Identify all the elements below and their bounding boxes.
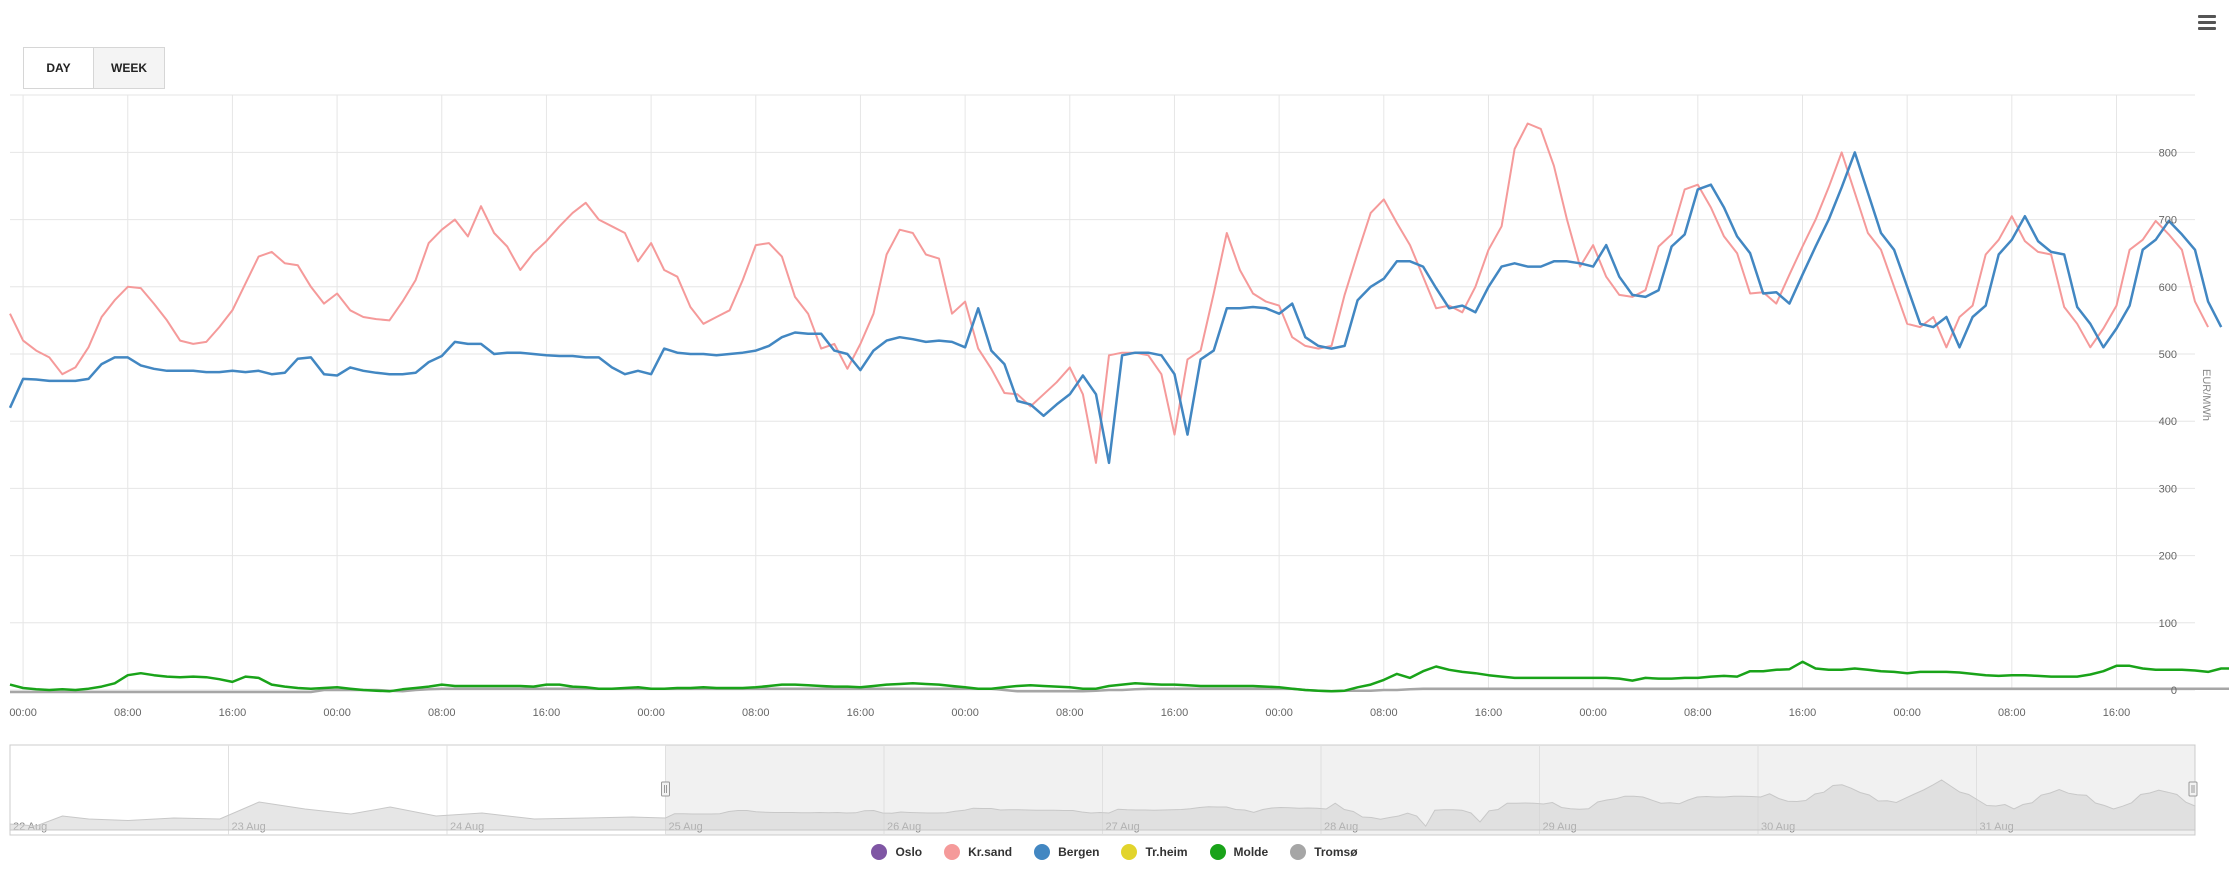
y-axis-label: EUR/MWh [2200, 369, 2212, 421]
x-tick-label: 16:00 [533, 707, 561, 719]
menu-bar [2198, 20, 2216, 24]
x-tick-label: 00:00 [323, 707, 351, 719]
x-tick-label: 00:00 [1265, 707, 1293, 719]
legend-swatch [1034, 844, 1051, 860]
legend-swatch [944, 844, 961, 860]
x-tick-label: 08:00 [1684, 707, 1712, 719]
navigator-series-area [9, 779, 2196, 831]
day-button[interactable]: DAY [23, 47, 94, 89]
y-axis: 0 100 200 300 400 500 600 700 800 [2159, 147, 2177, 697]
menu-bar [2198, 26, 2216, 30]
series-line-krsand [9, 122, 2209, 464]
range-selector: DAY WEEK [23, 47, 165, 89]
x-tick-label: 00:00 [1579, 707, 1607, 719]
legend-swatch [1121, 844, 1138, 860]
navigator-left-handle[interactable] [661, 781, 670, 797]
series-line-bergen [8, 151, 2223, 465]
legend-item-molde[interactable]: Molde [1209, 844, 1269, 860]
x-tick-label: 08:00 [742, 707, 770, 719]
chart-legend: Oslo Kr.sand Bergen Tr.heim Molde Tromsø [0, 844, 2229, 860]
x-tick-label: 08:00 [428, 707, 456, 719]
y-tick-label: 100 [2159, 618, 2177, 630]
legend-item-troms[interactable]: Tromsø [1290, 844, 1358, 860]
week-button[interactable]: WEEK [94, 47, 165, 89]
x-tick-label: 08:00 [1998, 707, 2026, 719]
legend-swatch [1209, 844, 1226, 860]
x-tick-label: 16:00 [219, 707, 247, 719]
chart-grid [10, 94, 2195, 691]
legend-label: Tr.heim [1145, 845, 1188, 859]
navigator-right-handle[interactable] [2188, 781, 2198, 797]
x-tick-label: 16:00 [1789, 707, 1817, 719]
y-tick-label: 400 [2159, 416, 2177, 428]
legend-label: Oslo [895, 845, 923, 859]
x-tick-label: 16:00 [2103, 707, 2131, 719]
y-tick-label: 700 [2159, 215, 2177, 227]
legend-swatch [1290, 844, 1307, 860]
chart-series [8, 122, 2229, 694]
x-tick-label: 08:00 [1370, 707, 1398, 719]
series-line-molde [9, 660, 2229, 693]
x-tick-label: 00:00 [1893, 707, 1921, 719]
y-tick-label: 200 [2159, 551, 2177, 563]
legend-item-oslo[interactable]: Oslo [871, 844, 922, 860]
legend-label: Kr.sand [968, 845, 1013, 859]
legend-label: Tromsø [1314, 845, 1358, 859]
x-tick-label: 08:00 [114, 707, 142, 719]
y-tick-label: 500 [2159, 349, 2177, 361]
x-tick-label: 16:00 [847, 707, 875, 719]
range-navigator[interactable]: 22 Aug23 Aug24 Aug25 Aug26 Aug27 Aug28 A… [9, 744, 2198, 836]
y-tick-label: 0 [2171, 685, 2177, 697]
hamburger-menu-icon[interactable] [2195, 10, 2219, 34]
y-tick-label: 300 [2159, 483, 2177, 495]
legend-label: Bergen [1058, 845, 1100, 859]
legend-item-trheim[interactable]: Tr.heim [1121, 844, 1188, 860]
x-tick-label: 00:00 [9, 707, 37, 719]
menu-bar [2198, 14, 2216, 18]
x-tick-label: 16:00 [1475, 707, 1503, 719]
x-tick-label: 00:00 [951, 707, 979, 719]
x-tick-label: 00:00 [637, 707, 665, 719]
y-tick-label: 800 [2159, 147, 2177, 159]
legend-item-bergen[interactable]: Bergen [1034, 844, 1099, 860]
x-tick-label: 16:00 [1161, 707, 1189, 719]
legend-item-krsand[interactable]: Kr.sand [944, 844, 1012, 860]
x-tick-label: 08:00 [1056, 707, 1084, 719]
legend-label: Molde [1233, 845, 1269, 859]
x-axis: 00:00 08:00 16:00 00:00 08:00 16:00 00:00 08:00… [9, 707, 2130, 719]
y-tick-label: 600 [2159, 282, 2177, 294]
legend-swatch [871, 844, 888, 860]
